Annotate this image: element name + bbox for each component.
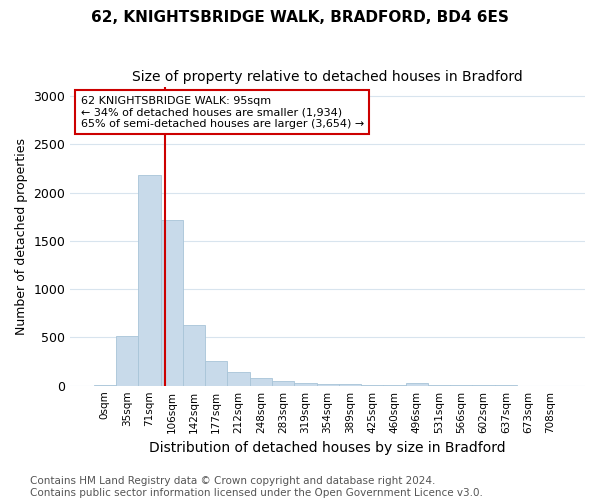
Bar xyxy=(383,384,406,386)
Bar xyxy=(317,384,339,386)
Bar xyxy=(250,378,272,386)
Bar xyxy=(361,384,383,386)
Bar xyxy=(227,372,250,386)
Bar xyxy=(138,176,161,386)
Title: Size of property relative to detached houses in Bradford: Size of property relative to detached ho… xyxy=(132,70,523,84)
Bar xyxy=(339,384,361,386)
Bar xyxy=(183,325,205,386)
Bar xyxy=(116,336,138,386)
Bar xyxy=(94,384,116,386)
Y-axis label: Number of detached properties: Number of detached properties xyxy=(15,138,28,334)
Text: Contains HM Land Registry data © Crown copyright and database right 2024.
Contai: Contains HM Land Registry data © Crown c… xyxy=(30,476,483,498)
Text: 62, KNIGHTSBRIDGE WALK, BRADFORD, BD4 6ES: 62, KNIGHTSBRIDGE WALK, BRADFORD, BD4 6E… xyxy=(91,10,509,25)
Bar xyxy=(294,383,317,386)
Bar xyxy=(272,382,294,386)
Bar xyxy=(406,383,428,386)
Text: 62 KNIGHTSBRIDGE WALK: 95sqm
← 34% of detached houses are smaller (1,934)
65% of: 62 KNIGHTSBRIDGE WALK: 95sqm ← 34% of de… xyxy=(80,96,364,128)
X-axis label: Distribution of detached houses by size in Bradford: Distribution of detached houses by size … xyxy=(149,441,506,455)
Bar xyxy=(161,220,183,386)
Bar xyxy=(205,360,227,386)
